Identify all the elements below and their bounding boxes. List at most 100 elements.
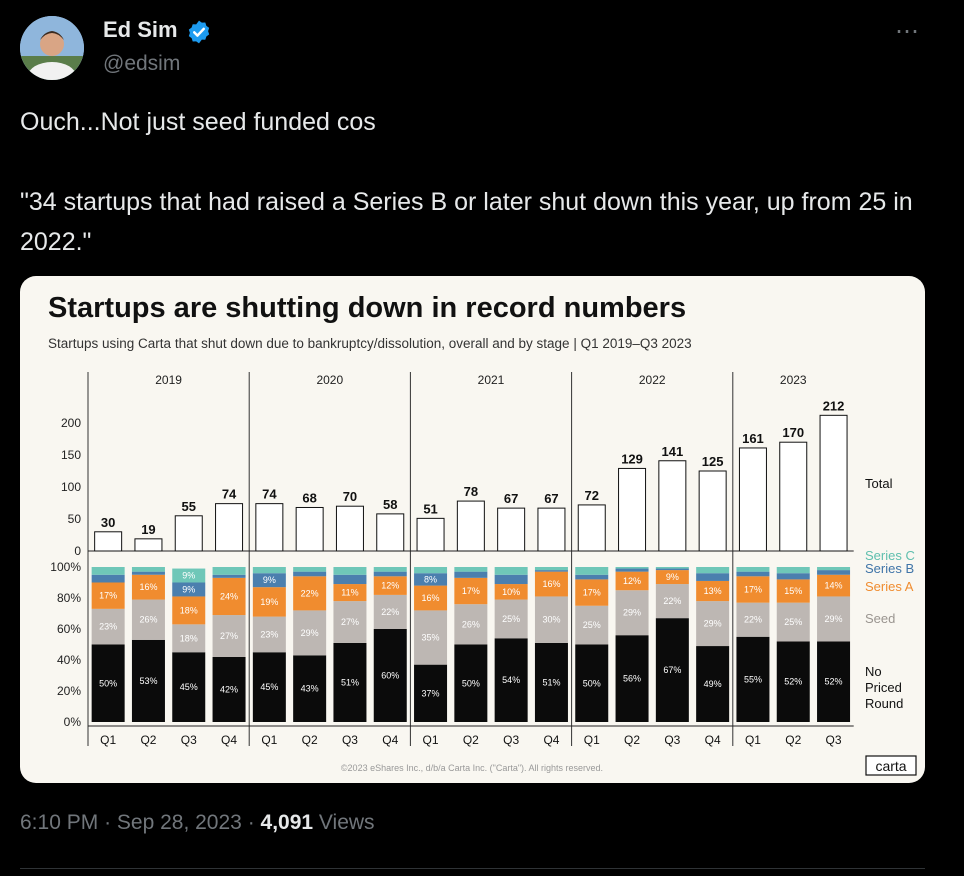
stack-segment	[212, 574, 246, 578]
stack-percent-label: 16%	[139, 582, 157, 592]
stack-segment	[373, 629, 407, 722]
stack-segment	[736, 602, 770, 637]
total-bar	[456, 500, 485, 552]
stack-segment	[655, 570, 689, 585]
quarter-tick: Q3	[342, 733, 358, 747]
stack-segment	[655, 584, 689, 619]
author-name[interactable]: Ed Sim	[103, 17, 178, 42]
stack-segment	[736, 636, 770, 722]
total-bar	[295, 506, 324, 552]
stack-percent-label: 16%	[542, 579, 560, 589]
total-value-label: 212	[823, 398, 845, 413]
year-label: 2019	[155, 373, 182, 387]
stack-percent-label: 25%	[502, 614, 520, 624]
total-value-label: 70	[343, 489, 357, 504]
stack-segment	[454, 571, 488, 578]
stack-segment	[776, 579, 810, 603]
stack-segment	[91, 644, 125, 722]
stack-segment	[252, 567, 286, 574]
stack-segment	[494, 567, 528, 575]
tweet-time[interactable]: 6:10 PM	[20, 811, 99, 834]
stack-percent-label: 25%	[583, 620, 601, 630]
stack-percent-label: 27%	[220, 631, 238, 641]
author-avatar[interactable]	[20, 16, 84, 80]
total-bar	[537, 507, 566, 552]
stack-segment	[615, 568, 649, 572]
stack-segment	[454, 604, 488, 645]
year-label: 2021	[478, 373, 505, 387]
stack-segment	[333, 567, 367, 575]
total-bar	[376, 513, 405, 552]
stack-segment	[655, 567, 689, 569]
tweet-image-card[interactable]: Startups are shutting down in record num…	[20, 276, 925, 783]
total-value-label: 72	[585, 488, 599, 503]
stack-segment	[414, 664, 448, 722]
stack-percent-label: 12%	[381, 581, 399, 591]
stack-percent-label: 29%	[704, 619, 722, 629]
stack-percent-label: 18%	[180, 605, 198, 615]
stack-segment	[696, 573, 730, 581]
stack-percent-label: 67%	[663, 665, 681, 675]
stack-segment	[293, 655, 327, 722]
legend-series-a: Series A	[865, 579, 914, 594]
chart-copyright: ©2023 eShares Inc., d/b/a Carta Inc. ("C…	[341, 763, 603, 773]
stack-segment	[817, 574, 851, 597]
total-bar	[698, 470, 727, 552]
total-value-label: 74	[222, 487, 237, 502]
total-bar	[174, 515, 203, 552]
stack-percent-label: 22%	[663, 596, 681, 606]
total-value-label: 125	[702, 454, 724, 469]
stack-segment	[776, 573, 810, 580]
stack-segment	[534, 642, 568, 722]
stack-segment	[212, 577, 246, 616]
stack-segment	[91, 582, 125, 609]
stack-percent-label: 42%	[220, 684, 238, 694]
year-label: 2020	[316, 373, 343, 387]
stack-percent-label: 12%	[623, 576, 641, 586]
stack-percent-label: 8%	[424, 574, 437, 584]
stack-segment	[817, 596, 851, 642]
quarter-tick: Q1	[100, 733, 116, 747]
stack-percent-label: 10%	[502, 587, 520, 597]
legend-no-priced-round: Round	[865, 696, 903, 711]
stack-segment	[414, 585, 448, 611]
carta-logo: carta	[875, 758, 906, 774]
tweet-date[interactable]: Sep 28, 2023	[116, 811, 242, 834]
author-handle[interactable]: @edsim	[103, 52, 181, 75]
verified-badge-icon[interactable]	[186, 19, 212, 45]
legend-total: Total	[865, 476, 893, 491]
quarter-tick: Q3	[664, 733, 680, 747]
legend-no-priced-round: No	[865, 664, 882, 679]
total-value-label: 74	[262, 487, 277, 502]
stack-percent-label: 13%	[704, 586, 722, 596]
stack-segment	[494, 599, 528, 639]
shutdowns-chart: 2019 2020 2021 2022 2023 0 50 100 150 200 30 19 55 74…	[50, 372, 917, 776]
quarter-tick: Q1	[745, 733, 761, 747]
stack-segment	[91, 574, 125, 583]
quarter-tick: Q1	[261, 733, 277, 747]
stack-segment	[817, 641, 851, 722]
stack-segment	[817, 570, 851, 575]
stack-segment	[454, 567, 488, 572]
avatar-photo	[20, 16, 84, 80]
stack-segment	[293, 610, 327, 656]
stack-percent-label: 56%	[623, 674, 641, 684]
stack-segment	[736, 571, 770, 577]
total-axis-tick: 0	[74, 544, 81, 558]
total-bar	[335, 505, 364, 552]
stack-segment	[817, 567, 851, 571]
legend-no-priced-round: Priced	[865, 680, 902, 695]
stack-segment	[293, 567, 327, 572]
stack-segment	[373, 567, 407, 572]
stack-segment	[575, 644, 609, 722]
stack-percent-label: 35%	[422, 633, 440, 643]
stack-segment	[333, 642, 367, 722]
stack-percent-label: 23%	[99, 622, 117, 632]
more-options-icon[interactable]: ⋯	[895, 18, 920, 45]
total-value-label: 19	[141, 522, 155, 537]
total-bar	[658, 460, 687, 552]
quarter-tick: Q2	[463, 733, 479, 747]
stack-segment	[212, 656, 246, 722]
total-value-label: 55	[182, 499, 196, 514]
stack-percent-label: 51%	[542, 677, 560, 687]
